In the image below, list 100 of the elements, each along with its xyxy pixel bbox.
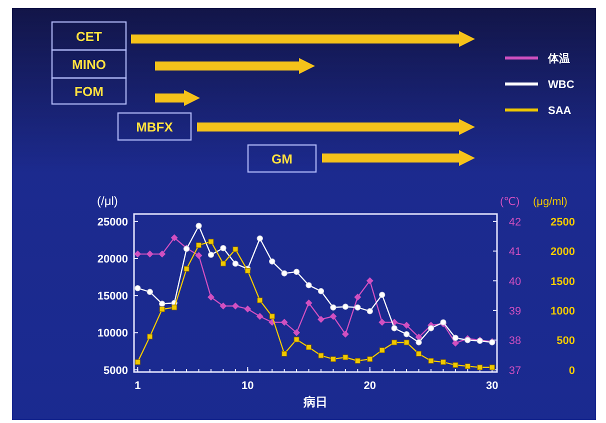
y-tick-label: 5000 <box>104 364 128 377</box>
point <box>379 347 385 353</box>
y2-tick-label: 41 <box>508 246 522 258</box>
point <box>464 363 470 369</box>
point <box>318 288 324 294</box>
point <box>416 351 422 356</box>
y-tick-label: 10000 <box>97 328 128 340</box>
point <box>195 252 202 260</box>
point <box>134 250 142 258</box>
x-tick-label: 1 <box>134 380 141 392</box>
point <box>428 358 434 364</box>
point <box>146 250 154 258</box>
text: MBFX <box>136 120 174 134</box>
point <box>134 359 140 365</box>
point <box>269 258 276 265</box>
legend-label: 体温 <box>547 52 570 65</box>
point <box>416 339 422 346</box>
point <box>379 292 386 298</box>
point <box>282 351 288 356</box>
y2-tick-label: 37 <box>508 364 522 377</box>
y2-axis-title: (℃) <box>500 196 520 208</box>
point <box>306 282 312 288</box>
point <box>208 238 214 244</box>
point <box>184 266 190 272</box>
text: CET <box>76 29 102 44</box>
point <box>330 304 336 311</box>
point <box>244 305 252 312</box>
point <box>134 285 141 292</box>
point <box>489 364 495 370</box>
point <box>159 306 165 312</box>
point <box>452 340 459 347</box>
point <box>232 260 239 267</box>
x-axis-title: 病日 <box>302 395 328 409</box>
point <box>172 304 178 310</box>
point <box>232 246 238 252</box>
point <box>220 302 227 310</box>
point <box>378 318 386 326</box>
point <box>208 252 214 258</box>
text: GM <box>272 152 292 166</box>
point <box>330 312 337 320</box>
point <box>318 316 324 323</box>
point <box>342 330 349 338</box>
point <box>269 314 275 320</box>
point <box>318 352 324 358</box>
point <box>293 268 300 275</box>
x-tick-label: 10 <box>242 380 254 392</box>
y-axis-title: (/μl) <box>97 194 118 208</box>
point <box>146 288 153 295</box>
point <box>170 234 178 242</box>
point <box>477 364 483 370</box>
y2-tick-label: 38 <box>508 335 522 348</box>
point <box>404 340 410 346</box>
y2-tick-label: 39 <box>508 305 522 318</box>
y3-tick-label: 1000 <box>550 305 575 318</box>
point <box>440 359 446 365</box>
point <box>305 300 312 307</box>
y-tick-label: 15000 <box>97 290 128 303</box>
point <box>158 250 166 258</box>
point <box>294 336 300 342</box>
point <box>306 344 312 350</box>
point <box>452 334 459 341</box>
x-tick-label: 20 <box>364 380 376 392</box>
y3-tick-label: 500 <box>556 335 575 348</box>
point <box>330 356 336 362</box>
point <box>147 334 153 340</box>
y3-axis-title: (μg/ml) <box>533 196 568 208</box>
y-tick-label: 25000 <box>97 216 128 228</box>
point <box>257 298 263 304</box>
point <box>366 277 374 284</box>
point <box>342 354 348 360</box>
point <box>281 270 288 276</box>
point <box>220 245 226 252</box>
point <box>196 242 202 248</box>
point <box>452 362 458 368</box>
point <box>403 331 410 338</box>
point <box>293 329 300 336</box>
point <box>403 322 410 329</box>
point <box>196 222 202 229</box>
y3-tick-label: 2500 <box>550 216 575 228</box>
y-tick-label: 20000 <box>97 254 128 266</box>
point <box>159 300 166 307</box>
legend-label: WBC <box>548 79 574 91</box>
x-tick-label: 30 <box>486 380 498 392</box>
text: MINO <box>72 57 106 72</box>
point <box>342 304 349 310</box>
point <box>220 260 226 266</box>
point <box>428 325 434 332</box>
y3-tick-label: 2000 <box>550 246 575 258</box>
y3-tick-label: 0 <box>568 364 575 377</box>
point <box>232 302 239 310</box>
y3-tick-label: 1500 <box>550 276 575 288</box>
point <box>391 325 398 332</box>
point <box>367 356 373 362</box>
y2-tick-label: 42 <box>508 216 522 228</box>
point <box>366 308 373 314</box>
point <box>354 304 361 311</box>
point <box>354 358 360 364</box>
point <box>280 318 288 326</box>
point <box>256 312 264 320</box>
point <box>256 235 263 242</box>
